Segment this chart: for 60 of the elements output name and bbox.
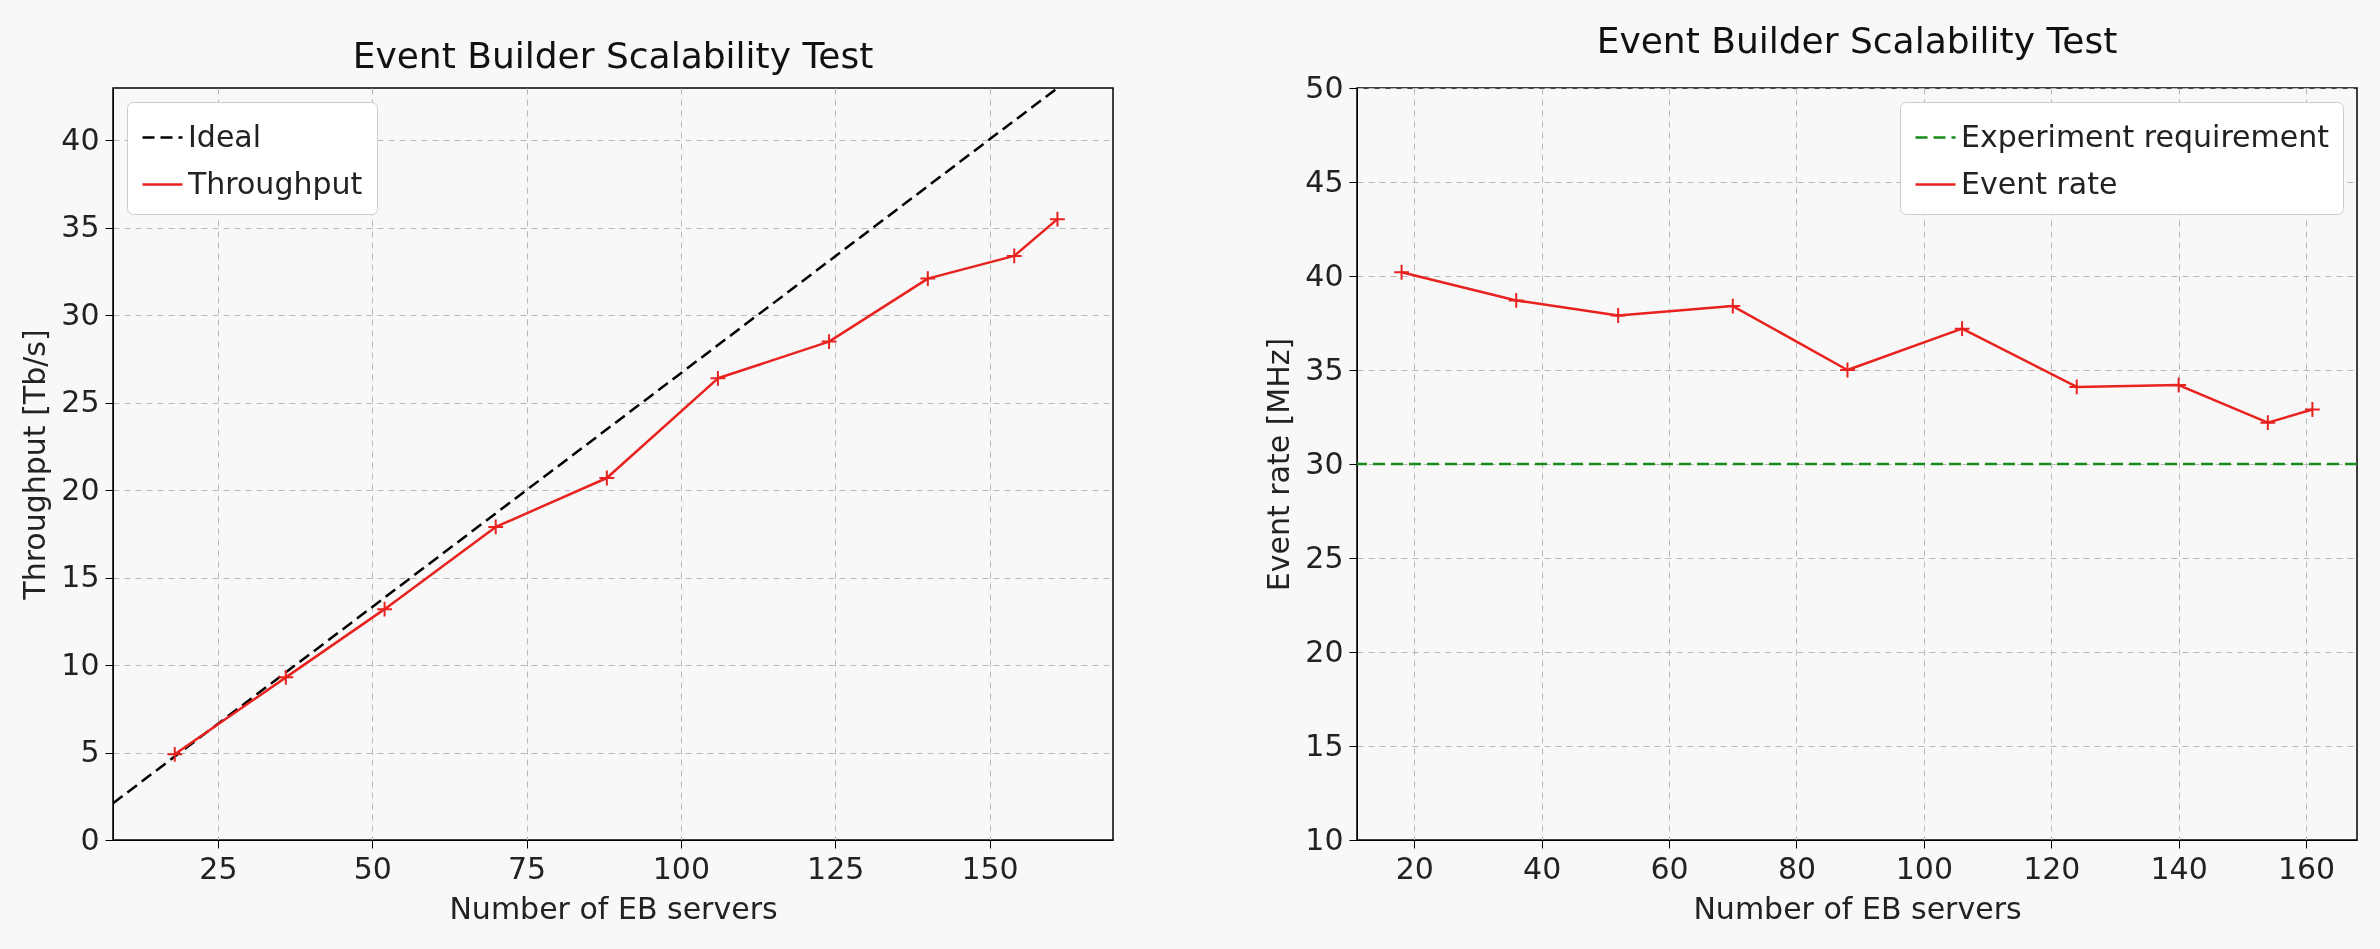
point bbox=[1393, 263, 1410, 281]
y-tick-label: 5 bbox=[80, 734, 100, 770]
point bbox=[820, 333, 838, 350]
point bbox=[376, 600, 394, 618]
x-axis-title: Number of EB servers bbox=[1693, 890, 2022, 926]
x-tick-label: 120 bbox=[2023, 850, 2081, 886]
point bbox=[1839, 361, 1856, 379]
point bbox=[1609, 307, 1627, 324]
legend-label: Experiment requirement bbox=[1961, 118, 2330, 154]
y-tick-label: 20 bbox=[61, 471, 100, 507]
point bbox=[166, 745, 184, 763]
y-axis-title: Event rate [MHz] bbox=[1261, 337, 1297, 592]
x-tick-label: 125 bbox=[807, 850, 865, 886]
chart-title: Event Builder Scalability Test bbox=[1596, 20, 2118, 61]
x-tick-label: 20 bbox=[1395, 850, 1434, 886]
y-tick-label: 35 bbox=[1305, 351, 1344, 387]
y-tick-label: 20 bbox=[1305, 633, 1344, 669]
legend-label: Ideal bbox=[188, 118, 262, 154]
x-axis-title: Number of EB servers bbox=[449, 890, 778, 926]
point bbox=[277, 668, 295, 686]
point bbox=[1507, 292, 1525, 309]
x-tick-label: 80 bbox=[1777, 850, 1817, 886]
point bbox=[1953, 320, 1971, 338]
y-tick-label: 10 bbox=[1305, 821, 1344, 857]
y-tick-label: 30 bbox=[61, 296, 100, 332]
y-tick-label: 25 bbox=[61, 384, 100, 420]
point bbox=[2259, 414, 2277, 432]
x-tick-label: 150 bbox=[961, 850, 1019, 886]
point bbox=[487, 518, 505, 536]
y-tick-label: 15 bbox=[61, 559, 100, 595]
point bbox=[709, 369, 727, 387]
x-tick-label: 60 bbox=[1650, 850, 1689, 886]
y-tick-label: 10 bbox=[61, 646, 100, 682]
y-axis-title: Throughput [Tb/s] bbox=[17, 329, 53, 601]
x-tick-label: 140 bbox=[2150, 850, 2208, 886]
x-tick-label: 160 bbox=[2277, 850, 2336, 886]
legend-label: Throughput bbox=[187, 165, 363, 201]
y-tick-label: 30 bbox=[1305, 445, 1344, 481]
y-tick-label: 15 bbox=[1305, 727, 1344, 763]
point bbox=[1049, 210, 1066, 228]
x-tick-label: 100 bbox=[652, 850, 711, 886]
y-tick-label: 35 bbox=[61, 209, 100, 245]
x-tick-label: 100 bbox=[1895, 850, 1954, 886]
y-tick-label: 50 bbox=[1305, 69, 1344, 105]
y-tick-label: 0 bbox=[80, 821, 100, 857]
x-tick-label: 75 bbox=[507, 850, 547, 886]
point bbox=[1005, 247, 1023, 265]
point bbox=[2304, 401, 2321, 418]
y-tick-label: 40 bbox=[1305, 257, 1344, 293]
y-tick-label: 40 bbox=[61, 121, 100, 157]
x-tick-label: 50 bbox=[353, 850, 392, 886]
x-tick-label: 40 bbox=[1523, 850, 1562, 886]
legend-label: Event rate bbox=[1961, 165, 2118, 201]
x-tick-label: 25 bbox=[199, 850, 238, 886]
point bbox=[598, 469, 616, 487]
y-tick-label: 45 bbox=[1305, 163, 1344, 199]
y-tick-label: 25 bbox=[1305, 539, 1344, 575]
point bbox=[1724, 297, 1742, 315]
point bbox=[919, 270, 937, 288]
chart-title: Event Builder Scalability Test bbox=[352, 35, 874, 76]
